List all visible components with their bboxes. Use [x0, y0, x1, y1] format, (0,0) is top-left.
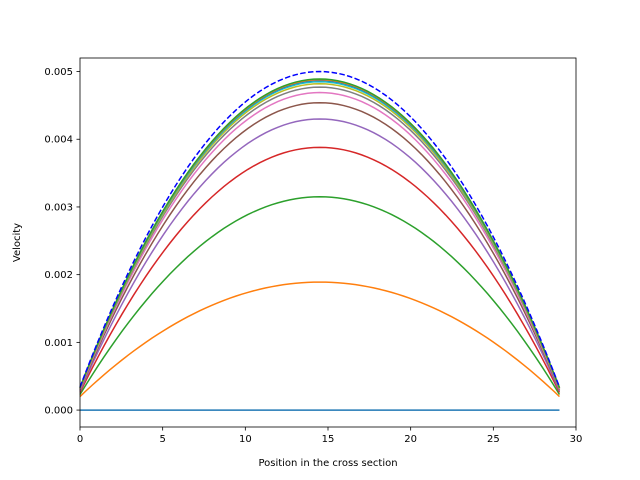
axes-layer: 0 5 10 15 20 25 30 0.000 0.001 0.002 0.003 0.004 0.0…	[44, 57, 583, 445]
x-axis-label: Position in the cross section	[258, 458, 397, 469]
plot-background	[80, 58, 576, 427]
y-tick-label: 0.001	[44, 338, 73, 349]
x-tick-label: 0	[77, 434, 83, 445]
plot-area	[80, 58, 576, 427]
series-line-2	[79, 281, 560, 398]
series-line-6	[79, 101, 561, 391]
series-line-5	[79, 118, 561, 392]
x-tick-label: 15	[322, 434, 335, 445]
series-line-7	[79, 91, 561, 390]
series-layer	[79, 70, 561, 411]
y-tick-label: 0.000	[44, 406, 73, 417]
y-tick-label: 0.005	[44, 67, 73, 78]
series-line-3	[79, 196, 561, 395]
x-tick-label: 25	[487, 434, 500, 445]
y-tick-label: 0.004	[44, 135, 73, 146]
series-line-14	[79, 70, 561, 388]
x-tick-label: 5	[159, 434, 165, 445]
x-tick-label: 20	[404, 434, 417, 445]
y-tick-label: 0.003	[44, 202, 73, 213]
y-axis-label: Velocity	[12, 223, 23, 262]
series-line-8	[79, 86, 561, 389]
x-tick-label: 30	[570, 434, 583, 445]
x-tick-label: 10	[239, 434, 252, 445]
series-line-13	[79, 78, 561, 389]
y-tick-label: 0.002	[44, 270, 73, 281]
series-line-4	[79, 146, 561, 393]
